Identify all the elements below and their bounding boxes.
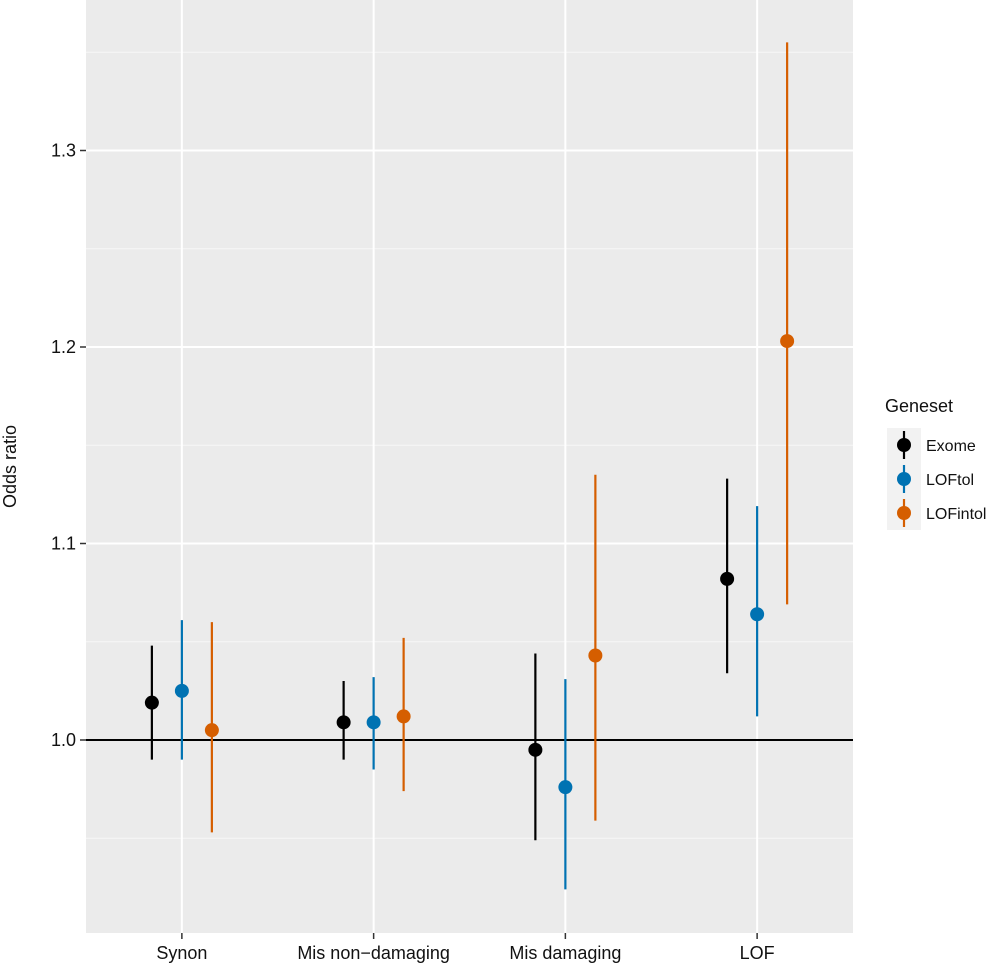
- x-tick-label: Mis damaging: [509, 943, 621, 963]
- y-tick-label: 1.2: [51, 337, 76, 357]
- point-loftol-1: [366, 715, 381, 730]
- minor-gridlines: [86, 51, 853, 839]
- legend: Geneset Exome LOFtol LOFintol: [885, 396, 986, 530]
- x-tick-label: LOF: [740, 943, 775, 963]
- point-lofintol-0: [204, 723, 219, 738]
- legend-label-exome: Exome: [926, 438, 976, 455]
- point-exome-3: [720, 571, 735, 586]
- data-marks: [144, 42, 795, 890]
- plot-panel: [86, 0, 853, 933]
- point-loftol-2: [558, 780, 573, 795]
- point-lofintol-1: [396, 709, 411, 724]
- point-lofintol-3: [780, 334, 795, 349]
- legend-title: Geneset: [885, 396, 953, 416]
- legend-label-lofintol: LOFintol: [926, 506, 986, 523]
- y-tick-label: 1.0: [51, 730, 76, 750]
- y-axis-title: Odds ratio: [0, 425, 20, 508]
- legend-label-loftol: LOFtol: [926, 472, 974, 489]
- point-exome-2: [528, 742, 543, 757]
- legend-key-dot: [897, 472, 911, 486]
- point-exome-0: [144, 695, 159, 710]
- legend-key-dot: [897, 506, 911, 520]
- y-tick-label: 1.3: [51, 141, 76, 161]
- y-axis: 1.0 1.1 1.2 1.3: [51, 141, 86, 750]
- y-tick-label: 1.1: [51, 534, 76, 554]
- point-loftol-3: [750, 607, 765, 622]
- point-exome-1: [336, 715, 351, 730]
- x-tick-label: Mis non−damaging: [297, 943, 450, 963]
- point-loftol-0: [174, 683, 189, 698]
- point-lofintol-2: [588, 648, 603, 663]
- x-tick-label: Synon: [156, 943, 207, 963]
- x-axis: Synon Mis non−damaging Mis damaging LOF: [156, 933, 775, 963]
- legend-key-dot: [897, 438, 911, 452]
